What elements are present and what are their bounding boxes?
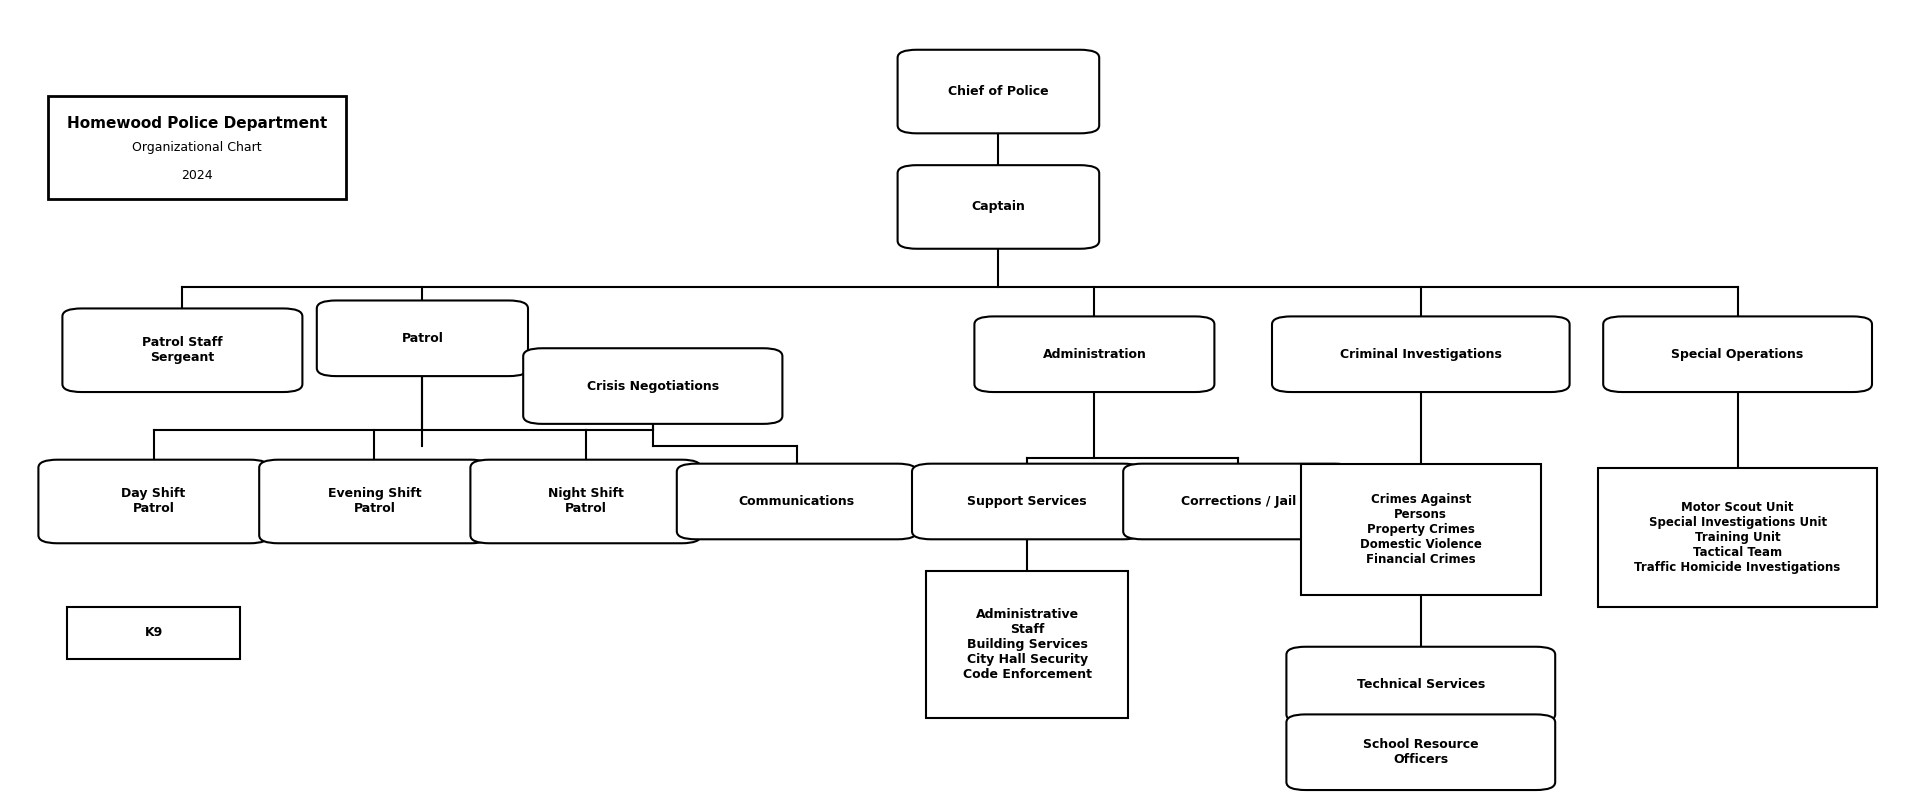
FancyBboxPatch shape [522, 349, 783, 423]
Bar [67, 607, 240, 659]
FancyBboxPatch shape [1123, 463, 1354, 540]
Text: Homewood Police Department: Homewood Police Department [67, 116, 326, 131]
Text: Technical Services: Technical Services [1357, 678, 1484, 691]
Bar [1597, 467, 1878, 607]
Text: Patrol Staff
Sergeant: Patrol Staff Sergeant [142, 336, 223, 365]
FancyBboxPatch shape [899, 49, 1098, 134]
Text: 2024: 2024 [180, 169, 213, 181]
Bar [927, 572, 1129, 718]
FancyBboxPatch shape [1271, 316, 1569, 392]
Bar [1302, 463, 1540, 595]
Text: Support Services: Support Services [968, 495, 1087, 508]
FancyBboxPatch shape [899, 165, 1098, 248]
Text: Patrol: Patrol [401, 332, 444, 345]
Text: Night Shift
Patrol: Night Shift Patrol [547, 487, 624, 516]
Text: Administration: Administration [1043, 348, 1146, 361]
FancyBboxPatch shape [1286, 646, 1555, 723]
Text: Crimes Against
Persons
Property Crimes
Domestic Violence
Financial Crimes: Crimes Against Persons Property Crimes D… [1359, 493, 1482, 566]
Text: Captain: Captain [972, 201, 1025, 213]
Text: Special Operations: Special Operations [1672, 348, 1803, 361]
Text: Communications: Communications [739, 495, 854, 508]
FancyBboxPatch shape [470, 460, 701, 543]
Text: Motor Scout Unit
Special Investigations Unit
Training Unit
Tactical Team
Traffic: Motor Scout Unit Special Investigations … [1634, 501, 1841, 574]
Text: School Resource
Officers: School Resource Officers [1363, 738, 1478, 767]
Text: Corrections / Jail: Corrections / Jail [1181, 495, 1296, 508]
Text: Chief of Police: Chief of Police [948, 85, 1048, 98]
Text: Crisis Negotiations: Crisis Negotiations [588, 380, 718, 392]
Bar [48, 96, 346, 199]
FancyBboxPatch shape [1286, 715, 1555, 790]
FancyBboxPatch shape [676, 463, 918, 540]
Text: Day Shift
Patrol: Day Shift Patrol [121, 487, 186, 516]
Text: Evening Shift
Patrol: Evening Shift Patrol [328, 487, 420, 516]
FancyBboxPatch shape [1603, 316, 1872, 392]
FancyBboxPatch shape [317, 301, 528, 377]
Text: Administrative
Staff
Building Services
City Hall Security
Code Enforcement: Administrative Staff Building Services C… [962, 608, 1092, 681]
Text: K9: K9 [144, 626, 163, 639]
FancyBboxPatch shape [973, 316, 1213, 392]
FancyBboxPatch shape [912, 463, 1142, 540]
FancyBboxPatch shape [38, 460, 269, 543]
FancyBboxPatch shape [61, 308, 301, 392]
Text: Criminal Investigations: Criminal Investigations [1340, 348, 1501, 361]
Text: Organizational Chart: Organizational Chart [132, 141, 261, 154]
FancyBboxPatch shape [259, 460, 490, 543]
